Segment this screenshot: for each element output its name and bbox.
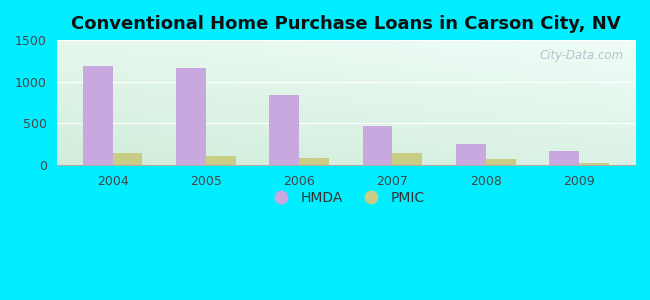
Bar xyxy=(486,159,515,165)
Bar xyxy=(176,68,206,165)
Bar xyxy=(549,151,579,165)
Legend: HMDA, PMIC: HMDA, PMIC xyxy=(262,185,430,210)
Bar xyxy=(456,144,486,165)
Bar xyxy=(206,156,236,165)
Bar xyxy=(112,153,142,165)
Bar xyxy=(83,66,112,165)
Title: Conventional Home Purchase Loans in Carson City, NV: Conventional Home Purchase Loans in Cars… xyxy=(71,15,621,33)
Bar xyxy=(363,126,393,165)
Bar xyxy=(393,153,422,165)
Bar xyxy=(299,158,329,165)
Bar xyxy=(269,95,299,165)
Text: City-Data.com: City-Data.com xyxy=(540,49,623,62)
Bar xyxy=(579,163,609,165)
